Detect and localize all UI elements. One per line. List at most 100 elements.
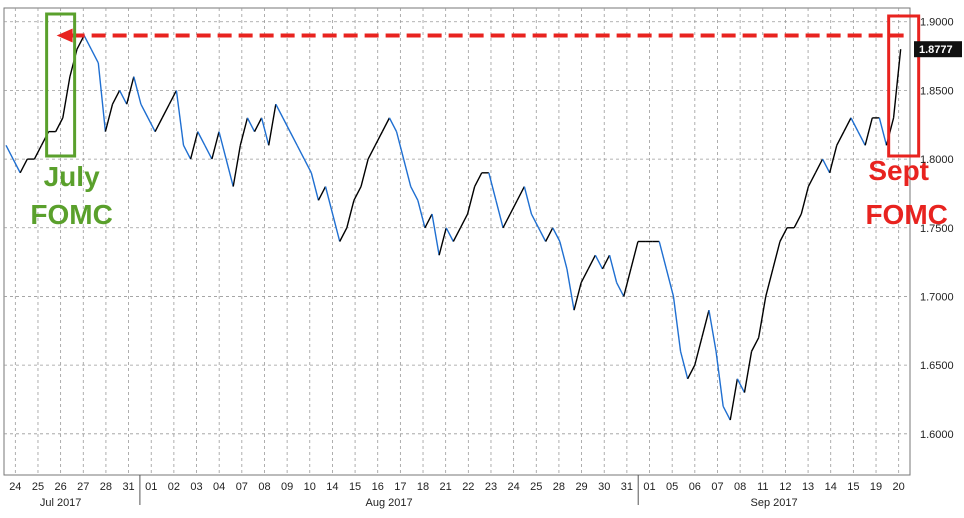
data-point-segment (488, 172, 497, 201)
x-tick-label: 23 (485, 481, 497, 493)
data-point-segment (232, 145, 242, 187)
data-point-segment (253, 117, 263, 132)
data-point-segment (417, 200, 426, 228)
data-point-segment (133, 76, 142, 105)
x-tick-label: 07 (236, 481, 248, 493)
data-point-segment (189, 131, 199, 160)
data-point-segment (381, 117, 391, 132)
data-point-segment (601, 254, 611, 270)
x-tick-label: 22 (462, 481, 474, 493)
data-point-segment (218, 131, 227, 160)
data-point-segment (694, 337, 703, 366)
x-tick-label: 30 (598, 481, 610, 493)
x-tick-label: 10 (304, 481, 316, 493)
x-tick-label: 04 (213, 481, 225, 493)
data-point-segment (197, 131, 206, 146)
x-tick-label: 31 (621, 481, 633, 493)
x-tick-label: 05 (666, 481, 678, 493)
data-point-segment (679, 351, 689, 380)
x-tick-label: 21 (440, 481, 452, 493)
data-point-segment (559, 241, 568, 270)
data-point-segment (836, 131, 845, 146)
data-point-segment (90, 48, 99, 64)
data-point-segment (211, 131, 220, 160)
x-tick-label: 20 (893, 481, 905, 493)
x-tick-label: 25 (530, 481, 542, 493)
x-tick-label: 13 (802, 481, 814, 493)
data-point-segment (665, 268, 675, 297)
x-tick-label: 06 (689, 481, 701, 493)
data-point-segment (331, 213, 341, 242)
data-point-segment (715, 351, 724, 407)
sept-fomc-box (887, 14, 921, 158)
x-tick-label: 25 (32, 481, 44, 493)
last-value-label: 1.8777 (919, 44, 953, 56)
data-point-segment (814, 158, 824, 174)
data-point-segment (857, 131, 866, 146)
data-point-segment (388, 117, 398, 132)
data-point-segment (424, 213, 433, 229)
data-point-segment (516, 186, 525, 201)
x-tick-label: 12 (779, 481, 791, 493)
x-tick-label: 14 (825, 481, 837, 493)
data-point-segment (275, 103, 284, 119)
data-point-segment (708, 310, 717, 352)
data-point-segment (175, 90, 185, 146)
july-fomc-label-line1: July (44, 161, 100, 192)
x-tick-label: 28 (100, 481, 112, 493)
data-point-segment (126, 76, 135, 105)
data-point-segment (154, 117, 163, 132)
data-point-segment (140, 103, 149, 119)
data-point-segment (828, 145, 838, 173)
axes: 1.9000 1.8500 1.8000 1.7500 1.7000 1.6500 1.60… (9, 17, 962, 509)
data-point-segment (743, 351, 753, 393)
x-month-label: Jul 2017 (40, 497, 82, 509)
data-point-segment (523, 186, 533, 215)
data-point-segment (800, 186, 810, 215)
x-tick-label: 27 (77, 481, 89, 493)
data-point-segment (104, 103, 114, 132)
x-tick-label: 03 (190, 481, 202, 493)
x-tick-label: 14 (326, 481, 338, 493)
x-tick-label: 28 (553, 481, 565, 493)
data-point-segment (310, 172, 320, 201)
sept-fomc-label-line1: Sept (868, 155, 929, 186)
data-point-segment (438, 227, 447, 256)
data-point-segment (289, 131, 298, 146)
data-point-segment (466, 186, 476, 215)
data-point-segment (5, 145, 14, 160)
plot-frame (3, 7, 911, 476)
x-month-label: Aug 2017 (365, 497, 412, 509)
data-point-segment (452, 227, 462, 242)
x-tick-label: 15 (349, 481, 361, 493)
data-point-segment (757, 296, 767, 338)
x-tick-label: 15 (847, 481, 859, 493)
data-point-segment (161, 103, 170, 119)
x-tick-label: 18 (417, 481, 429, 493)
x-month-label: Sep 2017 (751, 497, 798, 509)
data-point-segment (878, 117, 888, 146)
data-point-segment (765, 268, 774, 297)
data-point-segment (353, 186, 362, 201)
x-tick-label: 24 (9, 481, 21, 493)
x-tick-label: 08 (734, 481, 746, 493)
data-point-segment (736, 378, 746, 393)
arrow-head (56, 28, 73, 43)
sept-fomc-label-line2: FOMC (865, 199, 947, 230)
data-point-segment (843, 117, 852, 132)
data-point-segment (566, 268, 575, 311)
x-tick-label: 02 (168, 481, 180, 493)
x-tick-label: 01 (145, 481, 157, 493)
y-tick-label: 1.6000 (920, 429, 954, 441)
y-tick-label: 1.7000 (920, 291, 954, 303)
data-point-segment (324, 186, 334, 215)
x-tick-label: 08 (258, 481, 270, 493)
last-value-badge (914, 41, 962, 58)
data-point-segment (445, 227, 454, 242)
data-point-segment (97, 62, 107, 132)
data-point-segment (360, 158, 369, 187)
july-fomc-label-line2: FOMC (30, 199, 112, 230)
data-point-segment (33, 145, 43, 160)
